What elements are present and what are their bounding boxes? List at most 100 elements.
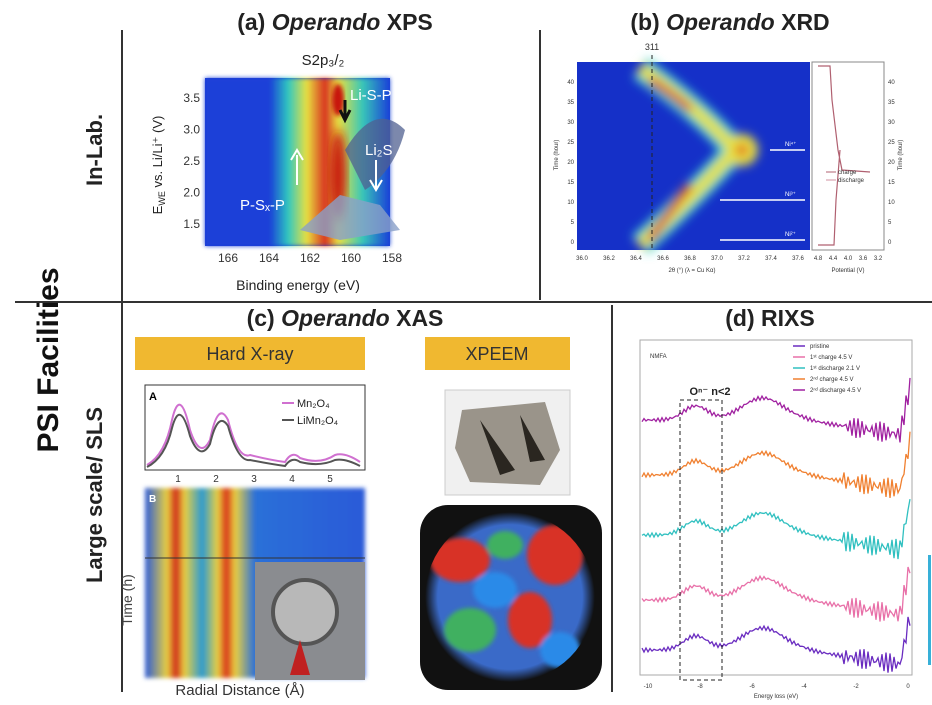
- x-axis-label: Energy loss (eV): [754, 694, 798, 700]
- legend-entry: Mn₂O₄: [297, 398, 330, 410]
- annotation: Li-S-P: [350, 87, 392, 104]
- y-tick-label: 1.5: [183, 217, 200, 231]
- legend-entry: pristine: [810, 344, 830, 350]
- annotation: Ni³⁺: [785, 191, 796, 198]
- x-tick-label: 36.6: [657, 256, 669, 262]
- x-tick-label: 1: [175, 474, 181, 485]
- x-tick-label: 158: [382, 251, 402, 265]
- x-tick-label: -2: [853, 684, 859, 690]
- y-tick-label: 2.5: [183, 154, 200, 168]
- x-tick-label: 4: [289, 474, 295, 485]
- y-tick-label: 35: [567, 100, 574, 106]
- x-axis-label: Potential (V): [831, 268, 864, 274]
- title-name: XPS: [387, 9, 433, 35]
- side-label: In-Lab.: [82, 114, 107, 186]
- panel-title: (b) Operando XRD: [630, 9, 829, 35]
- x-tick-label: 36.0: [576, 256, 588, 262]
- panel-title: (d) RIXS: [725, 305, 814, 331]
- y-axis-label: EWE vs. Li/Li⁺ (V): [150, 116, 167, 215]
- x-tick-label: 164: [259, 251, 279, 265]
- y-tick-label: 20: [567, 160, 574, 166]
- legend-entry: LiMn₂O₄: [297, 415, 339, 427]
- y-tick-label: 10: [888, 200, 895, 206]
- plot-label: B: [149, 494, 156, 505]
- x-tick-label: -10: [644, 684, 653, 690]
- y-axis-label: Time (hour): [554, 140, 560, 171]
- title-label: (c): [247, 305, 275, 331]
- photo-cell: [273, 580, 337, 644]
- title-label: (d): [725, 305, 754, 331]
- x-axis-label: 2θ (°) (λ = Cu Kα): [668, 268, 715, 274]
- y-tick-label: 20: [888, 160, 895, 166]
- y-axis-label: Time (hour): [898, 140, 904, 171]
- x-tick-label: 162: [300, 251, 320, 265]
- edge-mark: [928, 555, 931, 665]
- annotation: Ni²⁺: [785, 231, 796, 238]
- x-tick-label: 37.4: [765, 256, 777, 262]
- legend-entry: 1ˢᵗ discharge 2.1 V: [810, 365, 860, 372]
- panel-title: (a) Operando XPS: [237, 9, 433, 35]
- y-tick-label: 3.0: [183, 123, 200, 137]
- legend-entry: discharge: [838, 178, 865, 184]
- y-tick-label: 30: [567, 120, 574, 126]
- x-tick-label: -4: [801, 684, 807, 690]
- y-tick-label: 25: [888, 140, 895, 146]
- x-tick-label: 160: [341, 251, 361, 265]
- y-tick-label: 5: [888, 220, 892, 226]
- x-tick-label: 4.0: [844, 256, 853, 262]
- y-axis-label: Time (h): [119, 574, 135, 626]
- x-tick-label: -6: [749, 684, 755, 690]
- title-label: (a): [237, 9, 265, 35]
- box-label: Hard X-ray: [206, 344, 293, 364]
- peak-label: 311: [645, 42, 659, 52]
- y-tick-label: 30: [888, 120, 895, 126]
- y-tick-label: 10: [567, 200, 574, 206]
- y-label-symbol: E: [150, 205, 165, 214]
- y-tick-label: 2.0: [183, 186, 200, 200]
- legend-entry: 1ˢᵗ charge 4.5 V: [810, 354, 852, 361]
- heatmap: [577, 62, 810, 250]
- x-axis-label: Radial Distance (Å): [175, 682, 304, 699]
- panel-title: (c) Operando XAS: [247, 305, 444, 331]
- x-tick-label: 37.0: [711, 256, 723, 262]
- y-tick-label: 40: [888, 80, 895, 86]
- title-label: (b): [630, 9, 659, 35]
- x-tick-label: 36.4: [630, 256, 642, 262]
- photo-sample: [455, 402, 560, 485]
- x-tick-label: 2: [213, 474, 219, 485]
- title-name: XRD: [781, 9, 830, 35]
- y-tick-label: 3.5: [183, 91, 200, 105]
- x-tick-label: 36.8: [684, 256, 696, 262]
- legend-entry: charge: [838, 170, 857, 176]
- legend-entry: 2ⁿᵈ charge 4.5 V: [810, 376, 853, 383]
- box-label: Oⁿ⁻ n<2: [689, 386, 730, 398]
- title-emphasis: Operando: [272, 9, 381, 35]
- title-emphasis: Operando: [281, 305, 390, 331]
- side-label: Large scale/ SLS: [82, 407, 107, 583]
- x-tick-label: 3: [251, 474, 257, 485]
- side-label: PSI Facilities: [32, 267, 65, 452]
- figure: PSI Facilities In-Lab. Large scale/ SLS …: [0, 0, 932, 705]
- x-axis-label: Binding energy (eV): [236, 277, 360, 293]
- y-tick-label: 15: [888, 180, 895, 186]
- side-plot: [812, 62, 884, 250]
- plot-frame: [640, 340, 912, 675]
- y-label-subscript: WE: [157, 191, 167, 206]
- y-tick-label: 0: [571, 240, 575, 246]
- y-tick-label: 35: [888, 100, 895, 106]
- annotation: Li₂S: [365, 142, 393, 159]
- x-tick-label: 166: [218, 251, 238, 265]
- y-label-text: vs. Li/Li⁺ (V): [150, 116, 165, 192]
- x-tick-label: 37.6: [792, 256, 804, 262]
- x-tick-label: 37.2: [738, 256, 750, 262]
- x-tick-label: 0: [906, 684, 910, 690]
- tag: NMFA: [650, 354, 667, 360]
- x-tick-label: 5: [327, 474, 333, 485]
- y-tick-label: 0: [888, 240, 892, 246]
- legend-entry: 2ⁿᵈ discharge 4.5 V: [810, 387, 861, 394]
- plot-label: A: [149, 391, 157, 403]
- annotation: Ni⁴⁺: [785, 141, 796, 148]
- header: S2p₃/₂: [302, 52, 345, 69]
- title-name: RIXS: [761, 305, 815, 331]
- y-tick-label: 25: [567, 140, 574, 146]
